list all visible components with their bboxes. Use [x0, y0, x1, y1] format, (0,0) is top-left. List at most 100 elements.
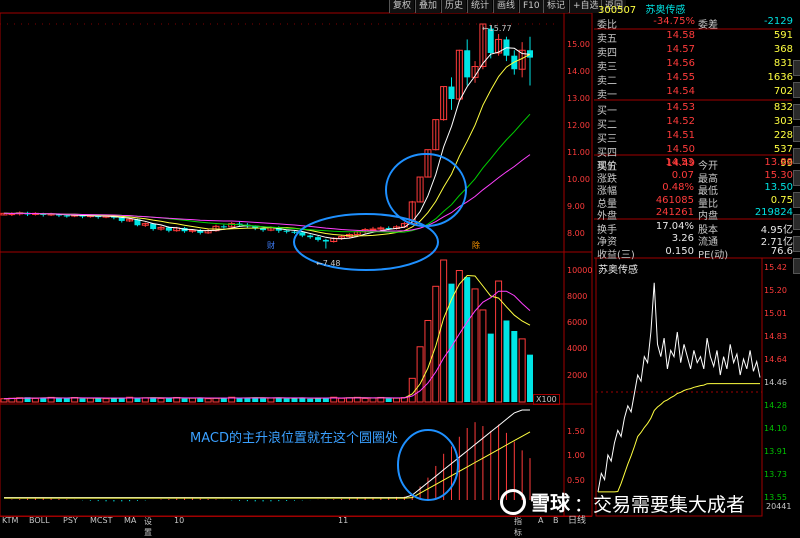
volume-bar-down — [110, 398, 117, 402]
toolbar-button-0[interactable]: 复权 — [389, 0, 415, 13]
candle-body-up — [416, 176, 424, 203]
watermark: 雪球 ：交易需要集大成者 — [500, 488, 800, 528]
sell-label-2: 卖三 — [597, 62, 617, 73]
volume-bar-up — [479, 309, 487, 403]
volume-tick-2: 6000 — [567, 318, 588, 328]
stock-code: 300507 — [598, 5, 637, 16]
side-tool-icon-9[interactable] — [793, 258, 800, 274]
macd-tick-1: 1.00 — [567, 451, 585, 461]
side-tool-icon-8[interactable] — [793, 236, 800, 252]
price-tick-1: 14.00 — [567, 66, 590, 76]
highlight-circle-macd — [397, 429, 459, 501]
volume-bar-down — [220, 397, 227, 402]
candle-body-up — [228, 223, 236, 228]
side-tool-icon-0[interactable] — [793, 60, 800, 76]
quote-value-b-0: 13.88 — [764, 157, 793, 168]
toolbar-button-5[interactable]: F10 — [519, 0, 543, 13]
quote2-label-a-0: 换手 — [597, 225, 617, 236]
volume-bar-down — [283, 398, 290, 402]
volume-bar-down — [527, 354, 533, 402]
low-price-value: 7.48 — [322, 259, 341, 268]
day-label[interactable]: 日线 — [568, 516, 587, 526]
sell-volume-3: 1636 — [767, 72, 793, 83]
volume-bar-down — [385, 398, 392, 402]
finance-marker[interactable]: 财 — [267, 241, 275, 250]
buy-price-0: 14.53 — [666, 102, 695, 113]
volume-bar-up — [228, 396, 236, 403]
toolbar-button-8[interactable]: 返回 — [601, 0, 627, 13]
indicator-tab-ktm[interactable]: KTM — [2, 516, 19, 525]
bottom-tab-1[interactable]: A — [538, 516, 544, 525]
bottom-tab-2[interactable]: B — [553, 516, 559, 525]
candle-body-up — [377, 227, 385, 230]
candle-body-up — [479, 23, 487, 68]
volume-bar-up — [102, 398, 110, 403]
indicator-tab-psy[interactable]: PSY — [63, 516, 78, 525]
toolbar-button-4[interactable]: 画线 — [493, 0, 519, 13]
watermark-brand: 雪球 — [530, 491, 570, 515]
quote-value-a-3: 461085 — [655, 194, 694, 206]
volume-panel-frame — [0, 251, 593, 405]
volume-bar-down — [79, 398, 86, 402]
indicator-tab-ma[interactable]: MA — [124, 516, 137, 525]
buy-label-2: 买三 — [597, 134, 617, 145]
intraday-tick-2: 15.01 — [764, 309, 787, 318]
volume-bar-down — [118, 397, 125, 402]
buy-label-0: 买一 — [597, 106, 617, 117]
price-tick-2: 13.00 — [567, 94, 590, 104]
candle-body-down — [197, 230, 204, 233]
volume-tick-0: 10000 — [567, 265, 593, 275]
intraday-tick-8: 13.91 — [764, 447, 787, 456]
price-tick-0: 15.00 — [567, 39, 590, 49]
toolbar-button-2[interactable]: 历史 — [441, 0, 467, 13]
volume-bar-down — [315, 398, 322, 402]
volume-bar-down — [95, 397, 102, 402]
toolbar-button-6[interactable]: 标记 — [543, 0, 569, 13]
macd-annotation: MACD的主升浪位置就在这个圆圈处 — [190, 431, 398, 446]
volume-bar-up — [440, 259, 448, 403]
sell-volume-2: 831 — [773, 58, 793, 69]
stock-name: 苏奥传感 — [645, 5, 686, 16]
high-price-value: 15.77 — [488, 24, 512, 33]
quote-value-b-3: 0.75 — [770, 194, 793, 206]
candle-body-up — [369, 228, 377, 231]
side-tool-icon-5[interactable] — [793, 170, 800, 186]
indicator-tab-boll[interactable]: BOLL — [29, 516, 50, 525]
side-tool-icon-2[interactable] — [793, 104, 800, 120]
volume-bar-down — [464, 277, 471, 402]
high-price-label: ←15.77 — [482, 24, 512, 33]
dividend-marker[interactable]: 除 — [472, 241, 480, 250]
volume-bar-up — [126, 396, 134, 403]
indicator-tab-mcst[interactable]: MCST — [90, 516, 113, 525]
candle-body-down — [315, 237, 322, 240]
side-tool-icon-4[interactable] — [793, 148, 800, 164]
sell-price-4: 14.54 — [666, 86, 695, 97]
volume-bar-down — [291, 398, 298, 402]
side-tool-icon-7[interactable] — [793, 214, 800, 230]
volume-bar-down — [236, 398, 243, 402]
indicator-tab-设置[interactable]: 设置 — [144, 517, 152, 537]
candle-body-down — [150, 223, 157, 230]
volume-bar-up — [369, 397, 377, 403]
volume-bar-down — [40, 397, 47, 402]
candle-body-up — [424, 149, 432, 178]
toolbar-button-1[interactable]: 叠加 — [415, 0, 441, 13]
side-tool-icon-1[interactable] — [793, 82, 800, 98]
toolbar-button-3[interactable]: 统计 — [467, 0, 493, 13]
candle-body-down — [448, 86, 455, 100]
volume-bar-up — [0, 398, 8, 403]
side-tool-icon-6[interactable] — [793, 192, 800, 208]
intraday-tick-6: 14.28 — [764, 401, 787, 410]
candle-body-down — [220, 226, 227, 228]
intraday-title: 苏奥传感 — [598, 265, 638, 276]
side-tool-icon-3[interactable] — [793, 126, 800, 142]
toolbar-button-7[interactable]: +自选 — [569, 0, 602, 13]
quote-label-a-4: 外盘 — [597, 211, 617, 223]
quote2-value-b-2: 76.6 — [770, 245, 793, 257]
candle-body-down — [291, 231, 298, 233]
buy-volume-4: 99 — [780, 158, 793, 169]
volume-bar-down — [55, 398, 62, 402]
quote-value-b-1: 15.30 — [764, 169, 793, 181]
sell-price-2: 14.56 — [666, 58, 695, 69]
